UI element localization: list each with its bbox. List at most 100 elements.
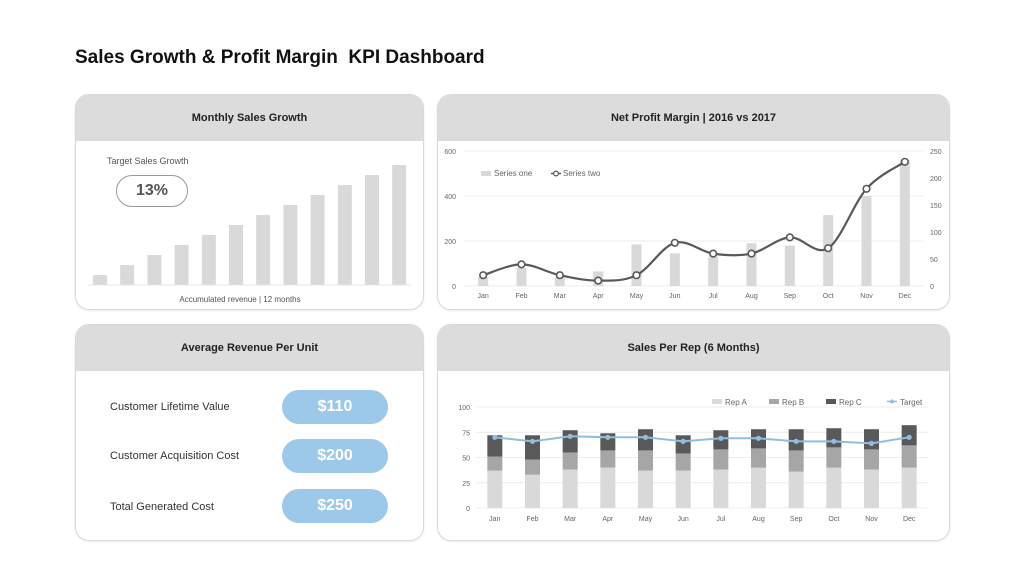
legend-label-series-one: Series one [494, 169, 533, 178]
x-tick-label: Nov [865, 516, 878, 523]
target-point [831, 438, 837, 444]
profit-bar [861, 196, 872, 286]
x-tick-label: Aug [745, 293, 758, 300]
legend-label-rep-b: Rep B [782, 398, 804, 407]
y-tick-right: 100 [930, 230, 942, 237]
target-point [529, 438, 536, 444]
target-point [868, 440, 875, 446]
profit-bar [516, 268, 527, 286]
y-tick-right: 250 [930, 149, 942, 156]
growth-bar [283, 205, 298, 285]
rep-bar-rep-c [562, 430, 578, 453]
y-tick-right: 50 [930, 257, 938, 264]
growth-bar [93, 275, 107, 285]
rep-bar-rep-b [562, 452, 578, 470]
legend-swatch-rep-c [826, 399, 836, 404]
metric-value-lifetime: $110 [282, 390, 388, 424]
monthly-sales-caption: Accumulated revenue | 12 months [179, 295, 300, 304]
profit-point [824, 244, 833, 253]
profit-bar [746, 243, 757, 286]
profit-bar [554, 277, 565, 286]
sales-per-rep-card: Sales Per Rep (6 Months) 0 25 50 75 100 Jan Fe… [437, 324, 950, 541]
growth-bar [120, 265, 135, 285]
x-tick-label: Oct [828, 516, 839, 523]
growth-bar [256, 215, 271, 285]
profit-point [670, 238, 679, 247]
x-tick-label: Feb [515, 293, 527, 300]
monthly-sales-card: Monthly Sales Growth Target Sales Growth… [75, 94, 424, 310]
target-sales-value: 13% [116, 175, 188, 207]
rep-bar-rep-a [901, 467, 917, 508]
x-tick-label: Feb [526, 516, 538, 523]
profit-line [482, 160, 906, 282]
profit-point [517, 260, 526, 269]
legend-swatch-series-one [481, 171, 491, 176]
x-tick-label: Aug [752, 516, 765, 523]
profit-point [862, 184, 871, 193]
x-tick-label: Nov [860, 293, 873, 300]
profit-point [709, 249, 718, 258]
y-tick-left: 0 [452, 284, 456, 291]
growth-bar [337, 185, 352, 285]
profit-point [479, 271, 488, 280]
rep-bar-rep-a [562, 469, 578, 508]
legend-marker-target [890, 399, 894, 404]
rep-bar-rep-b [675, 453, 691, 471]
rep-bar-rep-c [675, 435, 691, 454]
rep-bar-rep-b [525, 459, 540, 475]
y-tick-right: 200 [930, 176, 942, 183]
y-tick-left: 600 [444, 149, 456, 156]
monthly-sales-chart: Accumulated revenue | 12 months [88, 165, 411, 304]
rep-bar-rep-b [600, 450, 616, 468]
metric-label-lifetime: Customer Lifetime Value [110, 401, 230, 413]
y-tick-left: 400 [444, 194, 456, 201]
target-point [755, 435, 762, 441]
x-tick-label: Dec [903, 516, 916, 523]
rep-bar-rep-b [713, 449, 729, 470]
rep-bar-rep-a [826, 467, 842, 508]
rep-bar-rep-a [600, 467, 616, 508]
profit-bar [669, 253, 680, 286]
x-tick-label: Sep [784, 293, 797, 300]
target-point [605, 434, 611, 440]
target-point [680, 438, 686, 444]
x-tick-label: Dec [899, 293, 912, 300]
rep-bar-rep-a [713, 469, 729, 508]
profit-bar [899, 160, 910, 286]
rep-bar-rep-a [638, 470, 653, 508]
rep-bar-rep-a [525, 474, 540, 508]
growth-bar [392, 165, 407, 285]
y-tick-right: 0 [930, 284, 934, 291]
metric-label-total: Total Generated Cost [110, 501, 214, 513]
sales-per-rep-header: Sales Per Rep (6 Months) [438, 325, 949, 371]
x-tick-label: May [639, 516, 653, 523]
legend-swatch-rep-a [712, 399, 722, 404]
x-tick-label: Jan [478, 293, 489, 300]
y-tick: 100 [458, 405, 470, 412]
monthly-sales-header: Monthly Sales Growth [76, 95, 423, 141]
sales-per-rep-chart: 0 25 50 75 100 Jan Feb Mar Apr May Jun Jul Aug Sep Oct… [458, 398, 928, 523]
y-tick: 75 [462, 430, 470, 437]
profit-point [900, 157, 909, 166]
growth-bar [147, 255, 162, 285]
target-point [642, 434, 649, 440]
page-title: Sales Growth & Profit Margin KPI Dashboa… [75, 47, 485, 68]
rep-bar-rep-b [638, 450, 653, 471]
target-point [718, 435, 724, 441]
y-tick: 25 [462, 481, 470, 488]
metric-value-acquisition: $200 [282, 439, 388, 473]
legend-label-series-two: Series two [563, 169, 601, 178]
x-tick-label: Jun [678, 516, 689, 523]
net-profit-card: Net Profit Margin | 2016 vs 2017 0 200 400… [437, 94, 950, 310]
rep-bar-rep-c [487, 435, 503, 457]
growth-bar [174, 245, 189, 285]
target-line [494, 435, 910, 445]
rep-bar-rep-b [901, 445, 917, 468]
avg-revenue-header: Average Revenue Per Unit [76, 325, 423, 371]
legend-swatch-rep-b [769, 399, 779, 404]
legend-label-target: Target [900, 398, 923, 407]
x-tick-label: Jul [709, 293, 718, 300]
x-tick-label: Apr [593, 293, 605, 300]
rep-bar-rep-c [826, 428, 842, 448]
x-tick-label: Sep [790, 516, 803, 523]
